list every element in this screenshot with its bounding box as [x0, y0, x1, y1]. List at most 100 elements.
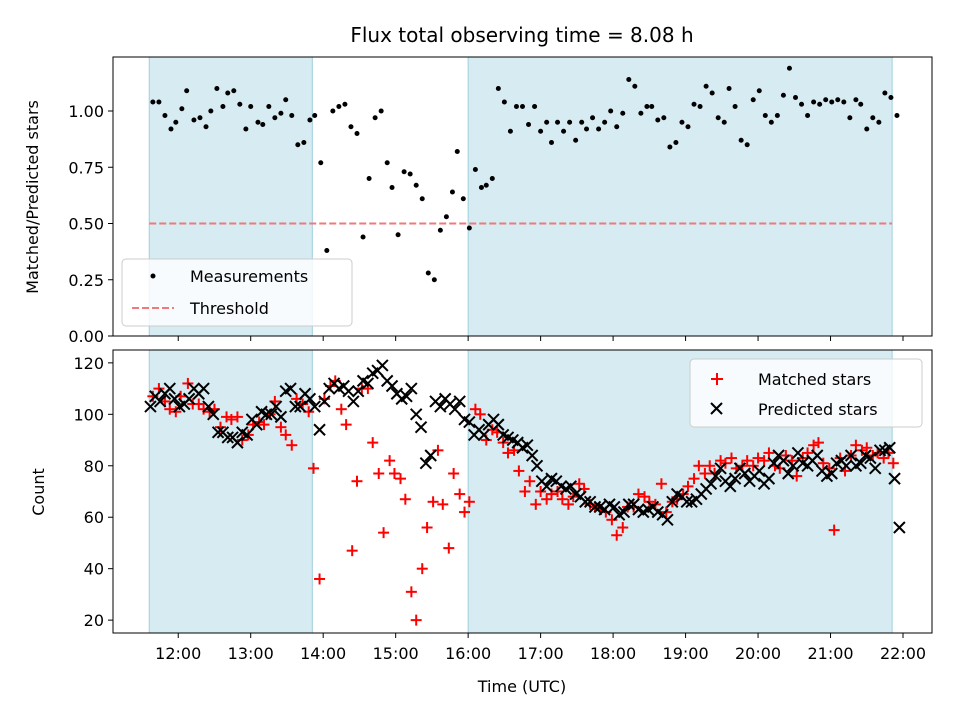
matched-star-point [741, 455, 753, 467]
predicted-star-point [419, 456, 433, 470]
measurement-point [301, 140, 307, 145]
predicted-star-point [477, 428, 491, 442]
matched-star-point [632, 488, 644, 500]
bottom-ytick-label: 80 [84, 457, 104, 476]
measurement-point [203, 124, 209, 130]
legend-measurements-marker [150, 273, 156, 279]
predicted-star-point [303, 392, 317, 406]
measurement-point [324, 248, 330, 253]
measurement-point [726, 86, 732, 91]
legend-threshold-label: Threshold [189, 299, 269, 318]
measurement-point [620, 110, 626, 116]
measurement-point [756, 88, 762, 94]
predicted-star-point [714, 462, 727, 475]
predicted-star-point [525, 449, 539, 462]
measurement-point [596, 126, 602, 132]
predicted-star-point [453, 395, 466, 408]
matched-star-point [541, 493, 553, 505]
matched-star-point [812, 437, 824, 449]
predicted-star-point [724, 480, 737, 493]
measurement-point [162, 113, 168, 118]
predicted-star-point [786, 459, 800, 472]
measurement-point [260, 122, 266, 127]
xtick-label: 18:00 [590, 644, 636, 663]
matched-star-point [346, 545, 358, 557]
matched-star-point [519, 486, 531, 497]
measurement-point [532, 104, 538, 109]
measurement-point [255, 119, 261, 125]
measurement-point [786, 65, 792, 71]
predicted-star-point [666, 495, 679, 508]
bottom-ytick-label: 40 [84, 560, 104, 579]
predicted-star-point [308, 400, 321, 413]
measurement-point [555, 119, 561, 125]
measurement-point [197, 115, 203, 121]
predicted-star-point [617, 505, 631, 519]
measurement-point [407, 171, 413, 177]
bottom-legend-box [689, 358, 923, 428]
matched-star-point [448, 467, 460, 479]
xtick-label: 14:00 [300, 644, 346, 663]
measurement-point [389, 185, 395, 190]
bottom-legend: Matched stars Predicted stars [689, 358, 923, 428]
matched-star-point [639, 491, 651, 503]
measurement-point [466, 225, 472, 231]
predicted-star-point [342, 384, 355, 398]
legend-predicted-label: Predicted stars [758, 400, 878, 419]
matched-star-point [231, 411, 243, 423]
measurement-point [243, 126, 249, 132]
measurement-point [673, 140, 679, 145]
measurement-point [638, 110, 644, 116]
measurement-point [667, 144, 673, 150]
matched-star-point [682, 480, 694, 492]
predicted-star-point [376, 359, 389, 372]
predicted-star-point [144, 400, 157, 413]
measurement-point [168, 126, 174, 132]
matched-star-point [828, 524, 840, 536]
matched-star-point [340, 419, 352, 431]
measurement-point [489, 176, 495, 181]
predicted-star-point [289, 400, 302, 413]
measurement-point [225, 90, 231, 96]
measurement-point [870, 115, 876, 121]
matched-star-point [524, 475, 536, 487]
predicted-star-point [869, 462, 882, 475]
measurement-point [366, 176, 372, 181]
predicted-star-point [207, 408, 220, 421]
legend-predicted-marker [710, 402, 723, 415]
measurement-point [697, 104, 703, 109]
measurement-point [520, 104, 525, 109]
measurement-point [685, 124, 691, 130]
measurement-point [472, 167, 478, 172]
measurement-point [395, 232, 401, 238]
measurement-point [799, 101, 805, 107]
matched-star-point [275, 421, 287, 433]
matched-star-point [463, 496, 475, 508]
predicted-star-point [579, 495, 592, 508]
bottom-ytick-label: 120 [73, 354, 104, 373]
xtick-label: 13:00 [228, 644, 274, 663]
matched-star-point [427, 496, 439, 508]
predicted-star-point [409, 408, 423, 421]
measurement-point [882, 90, 888, 96]
measurement-point [278, 110, 284, 116]
predicted-star-point [492, 418, 505, 431]
measurement-point [721, 119, 727, 125]
measurement-point [454, 149, 460, 154]
measurement-point [295, 142, 301, 148]
measurement-point [864, 126, 870, 132]
measurement-point [679, 119, 685, 125]
measurement-point [483, 182, 489, 188]
matched-star-point [164, 403, 176, 415]
predicted-star-point [893, 521, 906, 534]
predicted-star-point [424, 449, 437, 462]
predicted-star-point [240, 428, 254, 442]
bottom-xlabel: Time (UTC) [477, 677, 566, 696]
measurement-point [460, 196, 466, 202]
top-plot-frame [112, 56, 933, 337]
measurement-point [567, 119, 573, 125]
matched-star-point [861, 442, 873, 454]
top-ylabel: Matched/Predicted stars [23, 100, 42, 294]
measurement-point [573, 137, 579, 143]
predicted-star-point [738, 467, 751, 480]
